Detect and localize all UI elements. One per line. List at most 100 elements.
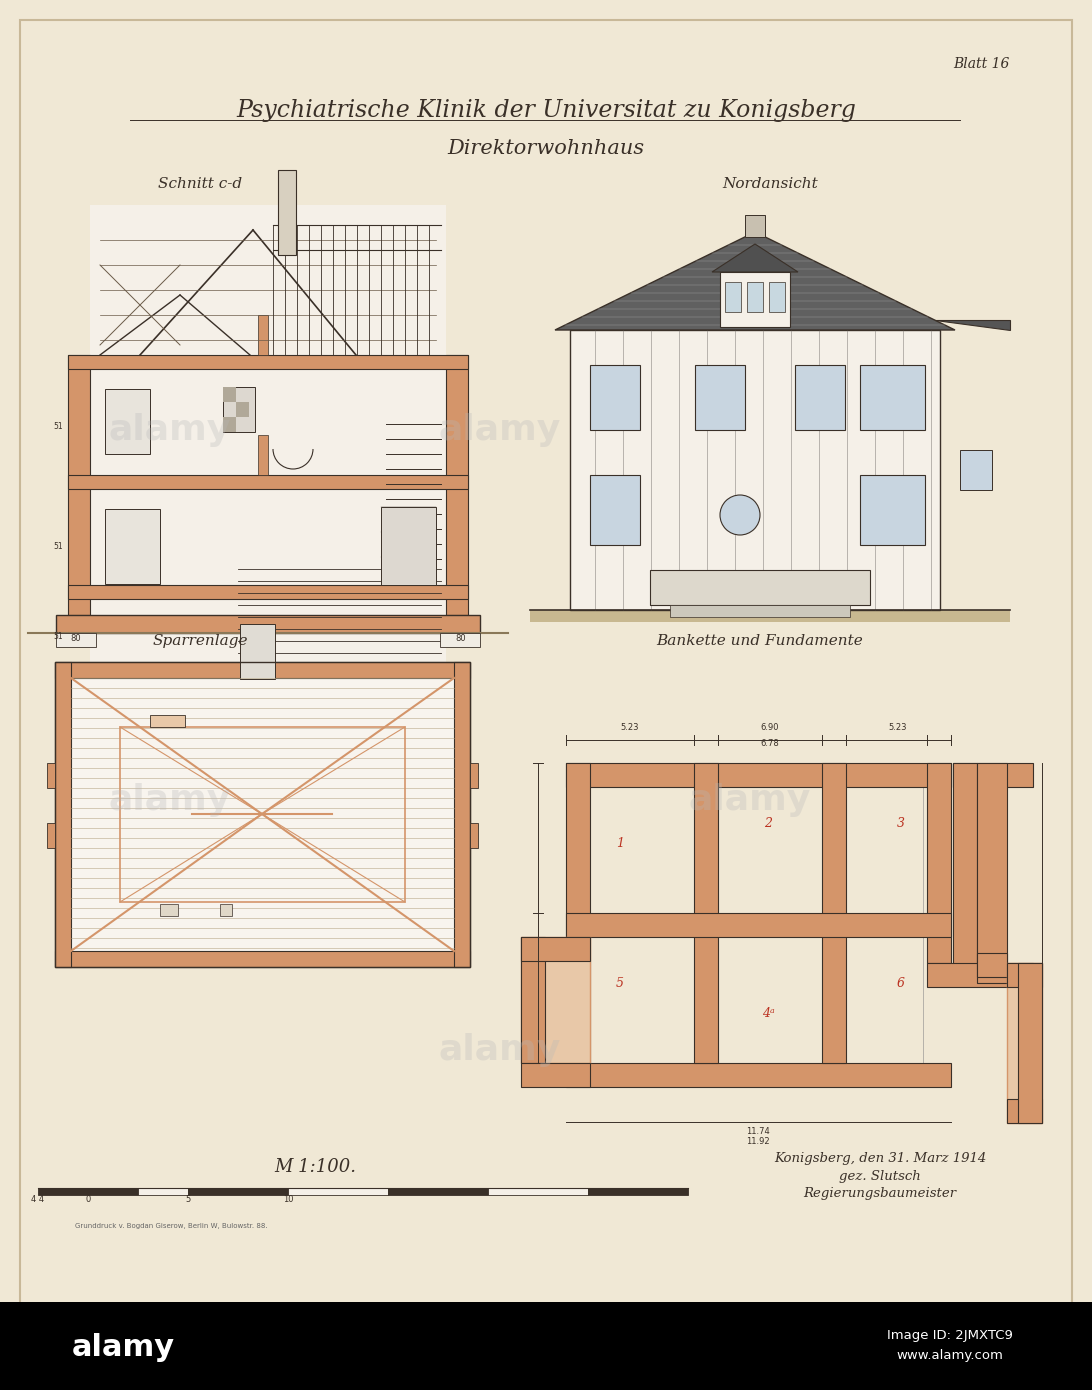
- Text: 5: 5: [616, 977, 624, 990]
- Circle shape: [720, 495, 760, 535]
- Bar: [590, 366, 640, 430]
- Bar: [670, 605, 850, 617]
- Polygon shape: [712, 245, 798, 272]
- Bar: [745, 215, 765, 238]
- Bar: [570, 329, 940, 610]
- Bar: [68, 354, 90, 614]
- Text: 51: 51: [54, 423, 63, 431]
- Bar: [446, 354, 468, 614]
- Bar: [822, 763, 846, 1063]
- Text: Direktorwohnhaus: Direktorwohnhaus: [448, 139, 644, 157]
- Bar: [566, 913, 951, 937]
- Bar: [1007, 963, 1042, 1123]
- Bar: [278, 170, 296, 254]
- Bar: [55, 662, 470, 967]
- Bar: [138, 1188, 188, 1195]
- Text: alamy: alamy: [109, 783, 232, 817]
- Text: Grunddruck v. Bogdan Giserow, Berlin W, Bulowstr. 88.: Grunddruck v. Bogdan Giserow, Berlin W, …: [75, 1223, 268, 1229]
- Bar: [650, 570, 870, 605]
- Bar: [161, 904, 178, 916]
- Bar: [47, 763, 55, 788]
- Bar: [188, 1188, 288, 1195]
- Bar: [488, 1188, 587, 1195]
- Text: alamy: alamy: [439, 413, 561, 448]
- Bar: [720, 272, 790, 327]
- Bar: [88, 1188, 138, 1195]
- Bar: [1018, 963, 1042, 1123]
- Text: Sparrenlage: Sparrenlage: [152, 634, 248, 648]
- Text: alamy: alamy: [439, 1033, 561, 1068]
- Bar: [68, 585, 468, 599]
- Text: www.alamy.com: www.alamy.com: [897, 1350, 1004, 1362]
- Bar: [977, 763, 1007, 983]
- Text: 51: 51: [54, 542, 63, 550]
- Text: alamy: alamy: [109, 413, 232, 448]
- Bar: [258, 435, 268, 475]
- Bar: [860, 366, 925, 430]
- Bar: [960, 450, 992, 491]
- Text: alamy: alamy: [72, 1333, 175, 1362]
- Text: Image ID: 2JMXTC9: Image ID: 2JMXTC9: [887, 1329, 1013, 1343]
- Text: 5.23: 5.23: [620, 723, 639, 733]
- Text: 80: 80: [455, 634, 466, 644]
- Text: Blatt 16: Blatt 16: [953, 57, 1010, 71]
- Bar: [795, 366, 845, 430]
- Bar: [105, 389, 150, 455]
- Text: Bankette und Fundamente: Bankette und Fundamente: [656, 634, 864, 648]
- Text: 6.78: 6.78: [761, 739, 780, 748]
- Text: 5.23: 5.23: [889, 723, 907, 733]
- Bar: [470, 823, 478, 848]
- Bar: [769, 282, 785, 311]
- Text: 4ᵃ: 4ᵃ: [761, 1006, 774, 1020]
- Bar: [120, 727, 405, 902]
- Bar: [470, 763, 478, 788]
- Bar: [236, 402, 249, 417]
- Text: 0: 0: [85, 1195, 91, 1204]
- Bar: [747, 282, 763, 311]
- Bar: [47, 823, 55, 848]
- Text: 2: 2: [764, 817, 772, 830]
- Bar: [55, 662, 470, 967]
- Bar: [521, 1063, 590, 1087]
- Text: Regierungsbaumeister: Regierungsbaumeister: [804, 1187, 957, 1200]
- Text: 6.90: 6.90: [761, 723, 780, 733]
- Bar: [381, 507, 436, 585]
- Bar: [566, 763, 951, 787]
- Bar: [56, 614, 480, 632]
- Bar: [55, 951, 470, 967]
- Text: gez. Slutsch: gez. Slutsch: [839, 1170, 921, 1183]
- Bar: [0, 1302, 1092, 1390]
- Bar: [223, 386, 236, 402]
- Bar: [90, 204, 446, 354]
- Bar: [105, 509, 161, 584]
- Text: 80: 80: [70, 634, 81, 644]
- Text: Nordansicht: Nordansicht: [722, 177, 818, 190]
- Bar: [90, 204, 98, 354]
- Text: Schnitt c-d: Schnitt c-d: [158, 177, 242, 190]
- Bar: [223, 386, 256, 432]
- Bar: [927, 763, 951, 963]
- Text: 3: 3: [897, 817, 905, 830]
- Bar: [223, 417, 236, 432]
- Bar: [219, 904, 232, 916]
- Text: 11.92: 11.92: [746, 1137, 770, 1145]
- Bar: [587, 1188, 688, 1195]
- Bar: [258, 316, 268, 354]
- Bar: [521, 937, 545, 1063]
- Text: alamy: alamy: [689, 783, 811, 817]
- Polygon shape: [935, 320, 1010, 329]
- Bar: [90, 489, 446, 585]
- Bar: [288, 1188, 388, 1195]
- Bar: [860, 475, 925, 545]
- Bar: [150, 714, 185, 727]
- Bar: [454, 662, 470, 967]
- Text: 10: 10: [283, 1195, 294, 1204]
- Bar: [1007, 963, 1042, 987]
- Bar: [56, 632, 96, 646]
- Bar: [530, 610, 1010, 621]
- Polygon shape: [555, 232, 956, 329]
- Bar: [566, 1063, 951, 1087]
- Bar: [55, 662, 71, 967]
- Text: 51: 51: [54, 632, 63, 641]
- Bar: [953, 763, 1033, 787]
